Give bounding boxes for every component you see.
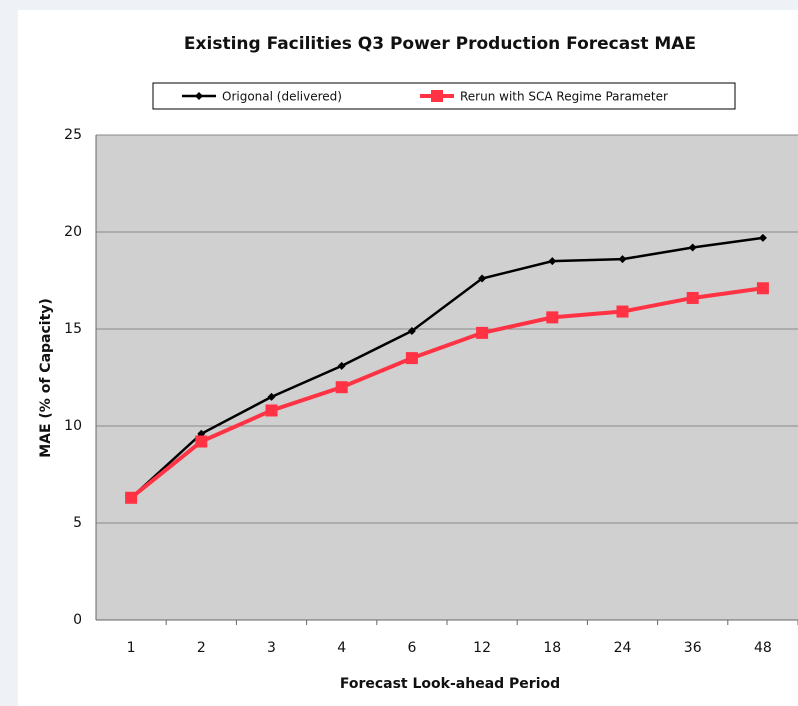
y-tick-label: 25 xyxy=(64,127,82,143)
x-tick-label: 12 xyxy=(473,640,491,656)
series-line xyxy=(129,286,764,500)
x-axis-label: Forecast Look-ahead Period xyxy=(340,676,560,692)
point-marker xyxy=(478,274,487,283)
point-marker xyxy=(616,305,629,318)
y-tick-label: 10 xyxy=(64,418,82,434)
point-marker xyxy=(476,326,489,339)
x-tick-label: 18 xyxy=(543,640,561,656)
point-marker xyxy=(548,257,557,266)
x-tick-label: 36 xyxy=(684,640,702,656)
point-marker xyxy=(335,381,348,394)
x-tick-label: 24 xyxy=(614,640,632,656)
point-marker xyxy=(407,326,416,335)
chart-title: Existing Facilities Q3 Power Production … xyxy=(184,34,696,54)
y-tick-label: 20 xyxy=(64,224,82,240)
point-marker xyxy=(125,491,138,504)
point-marker xyxy=(758,233,767,242)
point-marker xyxy=(267,392,276,401)
plot-area xyxy=(96,135,798,620)
point-marker xyxy=(686,291,699,304)
x-tick-label: 1 xyxy=(127,640,136,656)
x-tick-label: 4 xyxy=(337,640,346,656)
x-tick-label: 6 xyxy=(407,640,416,656)
series-line xyxy=(130,236,764,499)
point-marker xyxy=(618,255,627,264)
legend-label: Origonal (delivered) xyxy=(222,90,342,104)
point-marker xyxy=(195,435,208,448)
y-tick-label: 0 xyxy=(73,612,82,628)
point-marker xyxy=(265,404,278,417)
legend-label: Rerun with SCA Regime Parameter xyxy=(460,90,668,104)
point-marker xyxy=(688,243,697,252)
legend-marker xyxy=(195,92,203,100)
y-tick-label: 15 xyxy=(64,321,82,337)
point-marker xyxy=(546,311,559,324)
y-axis-label: MAE (% of Capacity) xyxy=(38,298,54,458)
point-marker xyxy=(756,282,769,295)
y-tick-label: 5 xyxy=(73,515,82,531)
point-marker xyxy=(337,361,346,370)
point-marker xyxy=(405,352,418,365)
x-tick-label: 48 xyxy=(754,640,772,656)
x-tick-label: 2 xyxy=(197,640,206,656)
x-tick-label: 3 xyxy=(267,640,276,656)
legend-marker xyxy=(431,90,443,102)
